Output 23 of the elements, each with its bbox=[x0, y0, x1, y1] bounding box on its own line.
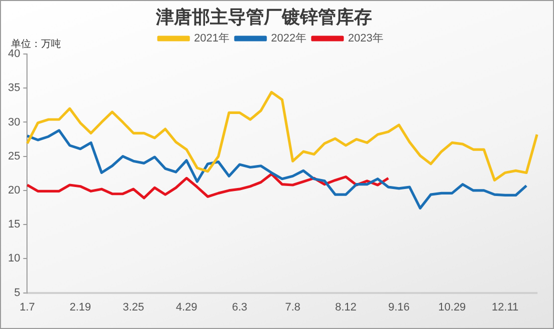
y-tick-label: 5 bbox=[14, 286, 20, 299]
x-tick-label: 2.19 bbox=[70, 301, 92, 314]
x-tick-label: 4.29 bbox=[176, 301, 198, 314]
x-tick-label: 8.12 bbox=[335, 301, 357, 314]
y-tick-label: 35 bbox=[8, 82, 20, 94]
legend-label: 2021年 bbox=[194, 32, 230, 45]
y-tick-label: 20 bbox=[8, 184, 20, 196]
x-tick-label: 6.3 bbox=[232, 301, 248, 314]
text: 单位：万吨 bbox=[11, 38, 61, 50]
y-tick-label: 25 bbox=[8, 150, 20, 162]
x-tick-label: 3.25 bbox=[122, 301, 144, 314]
x-tick-label: 12.11 bbox=[492, 301, 518, 314]
y-tick-label: 30 bbox=[8, 116, 20, 128]
x-tick-label: 9.16 bbox=[388, 301, 410, 314]
y-tick-label: 15 bbox=[8, 218, 20, 231]
x-tick-label: 10.29 bbox=[438, 301, 466, 314]
legend-label: 2022年 bbox=[271, 32, 306, 45]
x-tick-label: 7.8 bbox=[285, 301, 300, 314]
x-tick-label: 1.7 bbox=[20, 301, 35, 314]
chart-title: 津唐邯主导管厂镀锌管库存 bbox=[154, 6, 373, 29]
y-tick-label: 10 bbox=[8, 252, 20, 265]
y-tick-label: 40 bbox=[8, 48, 20, 60]
legend-label: 2023年 bbox=[348, 32, 384, 45]
